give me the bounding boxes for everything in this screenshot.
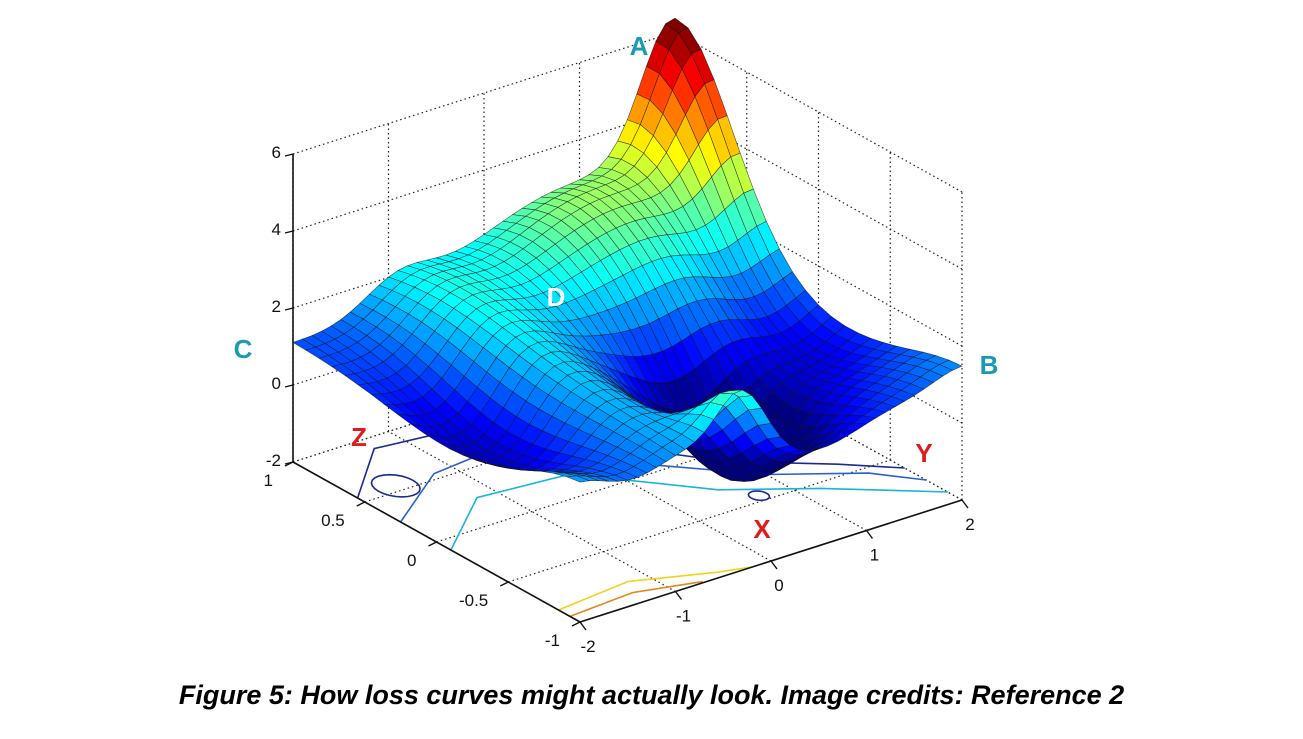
y-tick-label: -0.5: [459, 591, 488, 610]
annotation-y: Y: [915, 438, 932, 468]
x-tick-label: -1: [676, 607, 691, 626]
x-tick-mark: [674, 591, 683, 600]
x-tick-mark: [770, 560, 778, 570]
x-tick-label: 1: [870, 546, 879, 565]
x-tick-label: 2: [965, 515, 974, 534]
z-tick-label: 6: [272, 143, 281, 162]
side-wall-gridline: [674, 31, 963, 193]
z-tick-label: 4: [272, 220, 281, 239]
z-tick-mark: [284, 307, 294, 311]
surface-patch: [566, 475, 590, 483]
z-tick-label: -2: [266, 451, 281, 470]
annotation-z: Z: [351, 422, 367, 452]
contour-loop: [370, 473, 421, 498]
y-tick-label: 0: [407, 551, 416, 570]
z-tick-mark: [284, 384, 294, 388]
figure-caption: Figure 5: How loss curves might actually…: [178, 680, 1125, 710]
y-tick-mark: [428, 541, 437, 547]
back-wall-gridline: [292, 108, 676, 232]
z-tick-mark: [284, 153, 294, 157]
x-tick-label: 0: [774, 576, 783, 595]
side-wall-gridline: [674, 262, 963, 424]
y-tick-mark: [284, 461, 294, 467]
x-tick-mark: [865, 530, 874, 539]
y-tick-mark: [499, 581, 509, 587]
side-wall-gridline: [674, 108, 963, 270]
annotation-b: B: [980, 350, 999, 380]
floor-gridline: [579, 369, 867, 532]
annotation-d: D: [547, 282, 566, 312]
back-wall-gridline: [292, 31, 676, 155]
side-wall-gridline: [674, 185, 963, 347]
contour-loop: [747, 490, 771, 502]
y-tick-label: 0.5: [321, 511, 345, 530]
x-tick-mark: [579, 621, 587, 631]
y-tick-label: -1: [545, 631, 560, 650]
x-tick-label: -2: [580, 637, 595, 656]
z-tick-label: 0: [272, 374, 281, 393]
x-tick-mark: [961, 499, 969, 509]
z-tick-label: 2: [272, 297, 281, 316]
annotation-a: A: [630, 31, 649, 61]
y-tick-label: 1: [264, 471, 273, 490]
z-tick-mark: [284, 230, 294, 234]
y-tick-mark: [356, 501, 366, 507]
side-wall-gridline: [674, 339, 963, 501]
floor-gridline: [483, 400, 772, 562]
floor-gridline: [508, 459, 891, 583]
annotation-c: C: [234, 334, 253, 364]
annotation-x: X: [753, 514, 771, 544]
contour-line: [450, 473, 948, 551]
surface-plot: -2 0 2 4 6 -2 -1 0 1 2 -1 -0.5 0 0.5 1 A B C D X Y Z: [234, 17, 999, 656]
contour-line: [569, 580, 703, 618]
contour-line: [558, 566, 753, 611]
y-tick-mark: [571, 621, 581, 627]
floor-gridline: [388, 430, 676, 593]
